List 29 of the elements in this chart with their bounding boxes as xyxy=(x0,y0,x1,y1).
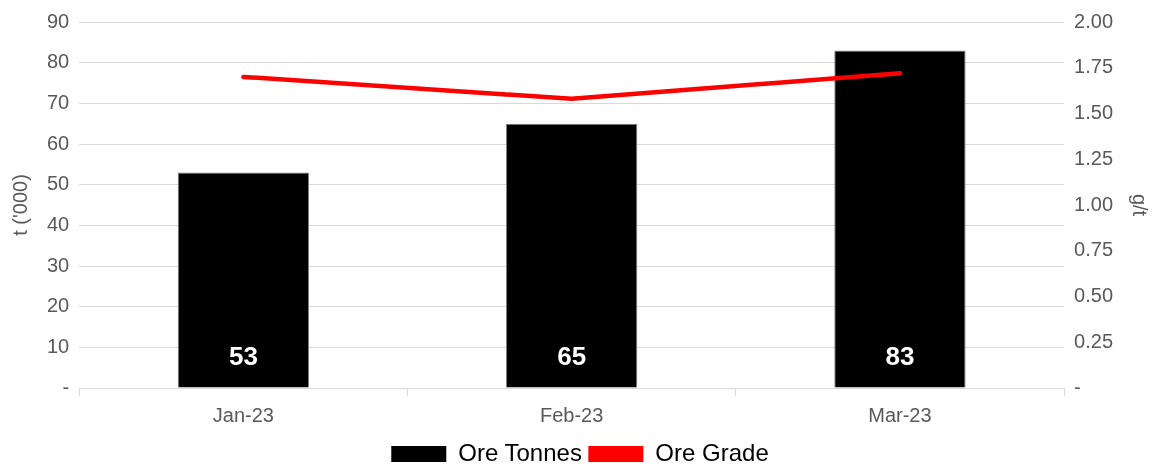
y2-tick-label: 0.25 xyxy=(1074,329,1114,352)
y2-tick-label: 2.00 xyxy=(1074,9,1114,32)
y-axis-title: t ('000) xyxy=(8,174,31,236)
y-tick-label: 80 xyxy=(47,50,70,73)
y2-tick-label: 0.50 xyxy=(1074,284,1114,307)
y-tick-label: 20 xyxy=(47,294,70,317)
y-tick-label: 10 xyxy=(47,334,70,357)
y2-tick-label: 1.75 xyxy=(1074,55,1114,78)
y-tick-label: 60 xyxy=(47,131,70,154)
y2-axis-title: g/t xyxy=(1129,193,1152,217)
y2-tick-label: 1.25 xyxy=(1074,146,1114,169)
y-tick-label: - xyxy=(62,375,70,398)
y2-tick-label: - xyxy=(1074,375,1081,398)
y-tick-label: 90 xyxy=(47,9,70,32)
data-label: 83 xyxy=(885,341,915,372)
y2-tick-label: 0.75 xyxy=(1074,238,1114,261)
y-tick-label: 50 xyxy=(47,172,70,195)
x-tick-label: Jan-23 xyxy=(212,403,274,426)
legend-label: Ore Grade xyxy=(655,438,769,466)
data-label: 65 xyxy=(557,341,587,372)
data-label: 53 xyxy=(228,341,258,372)
x-tick-label: Mar-23 xyxy=(868,403,932,426)
legend-label: Ore Tonnes xyxy=(458,438,582,466)
x-tick-label: Feb-23 xyxy=(539,403,604,426)
y-tick-label: 30 xyxy=(47,253,70,276)
y-tick-label: 70 xyxy=(47,90,70,113)
y2-tick-label: 1.50 xyxy=(1074,101,1114,124)
y2-tick-label: 1.00 xyxy=(1074,192,1114,215)
y-tick-label: 40 xyxy=(47,212,70,235)
